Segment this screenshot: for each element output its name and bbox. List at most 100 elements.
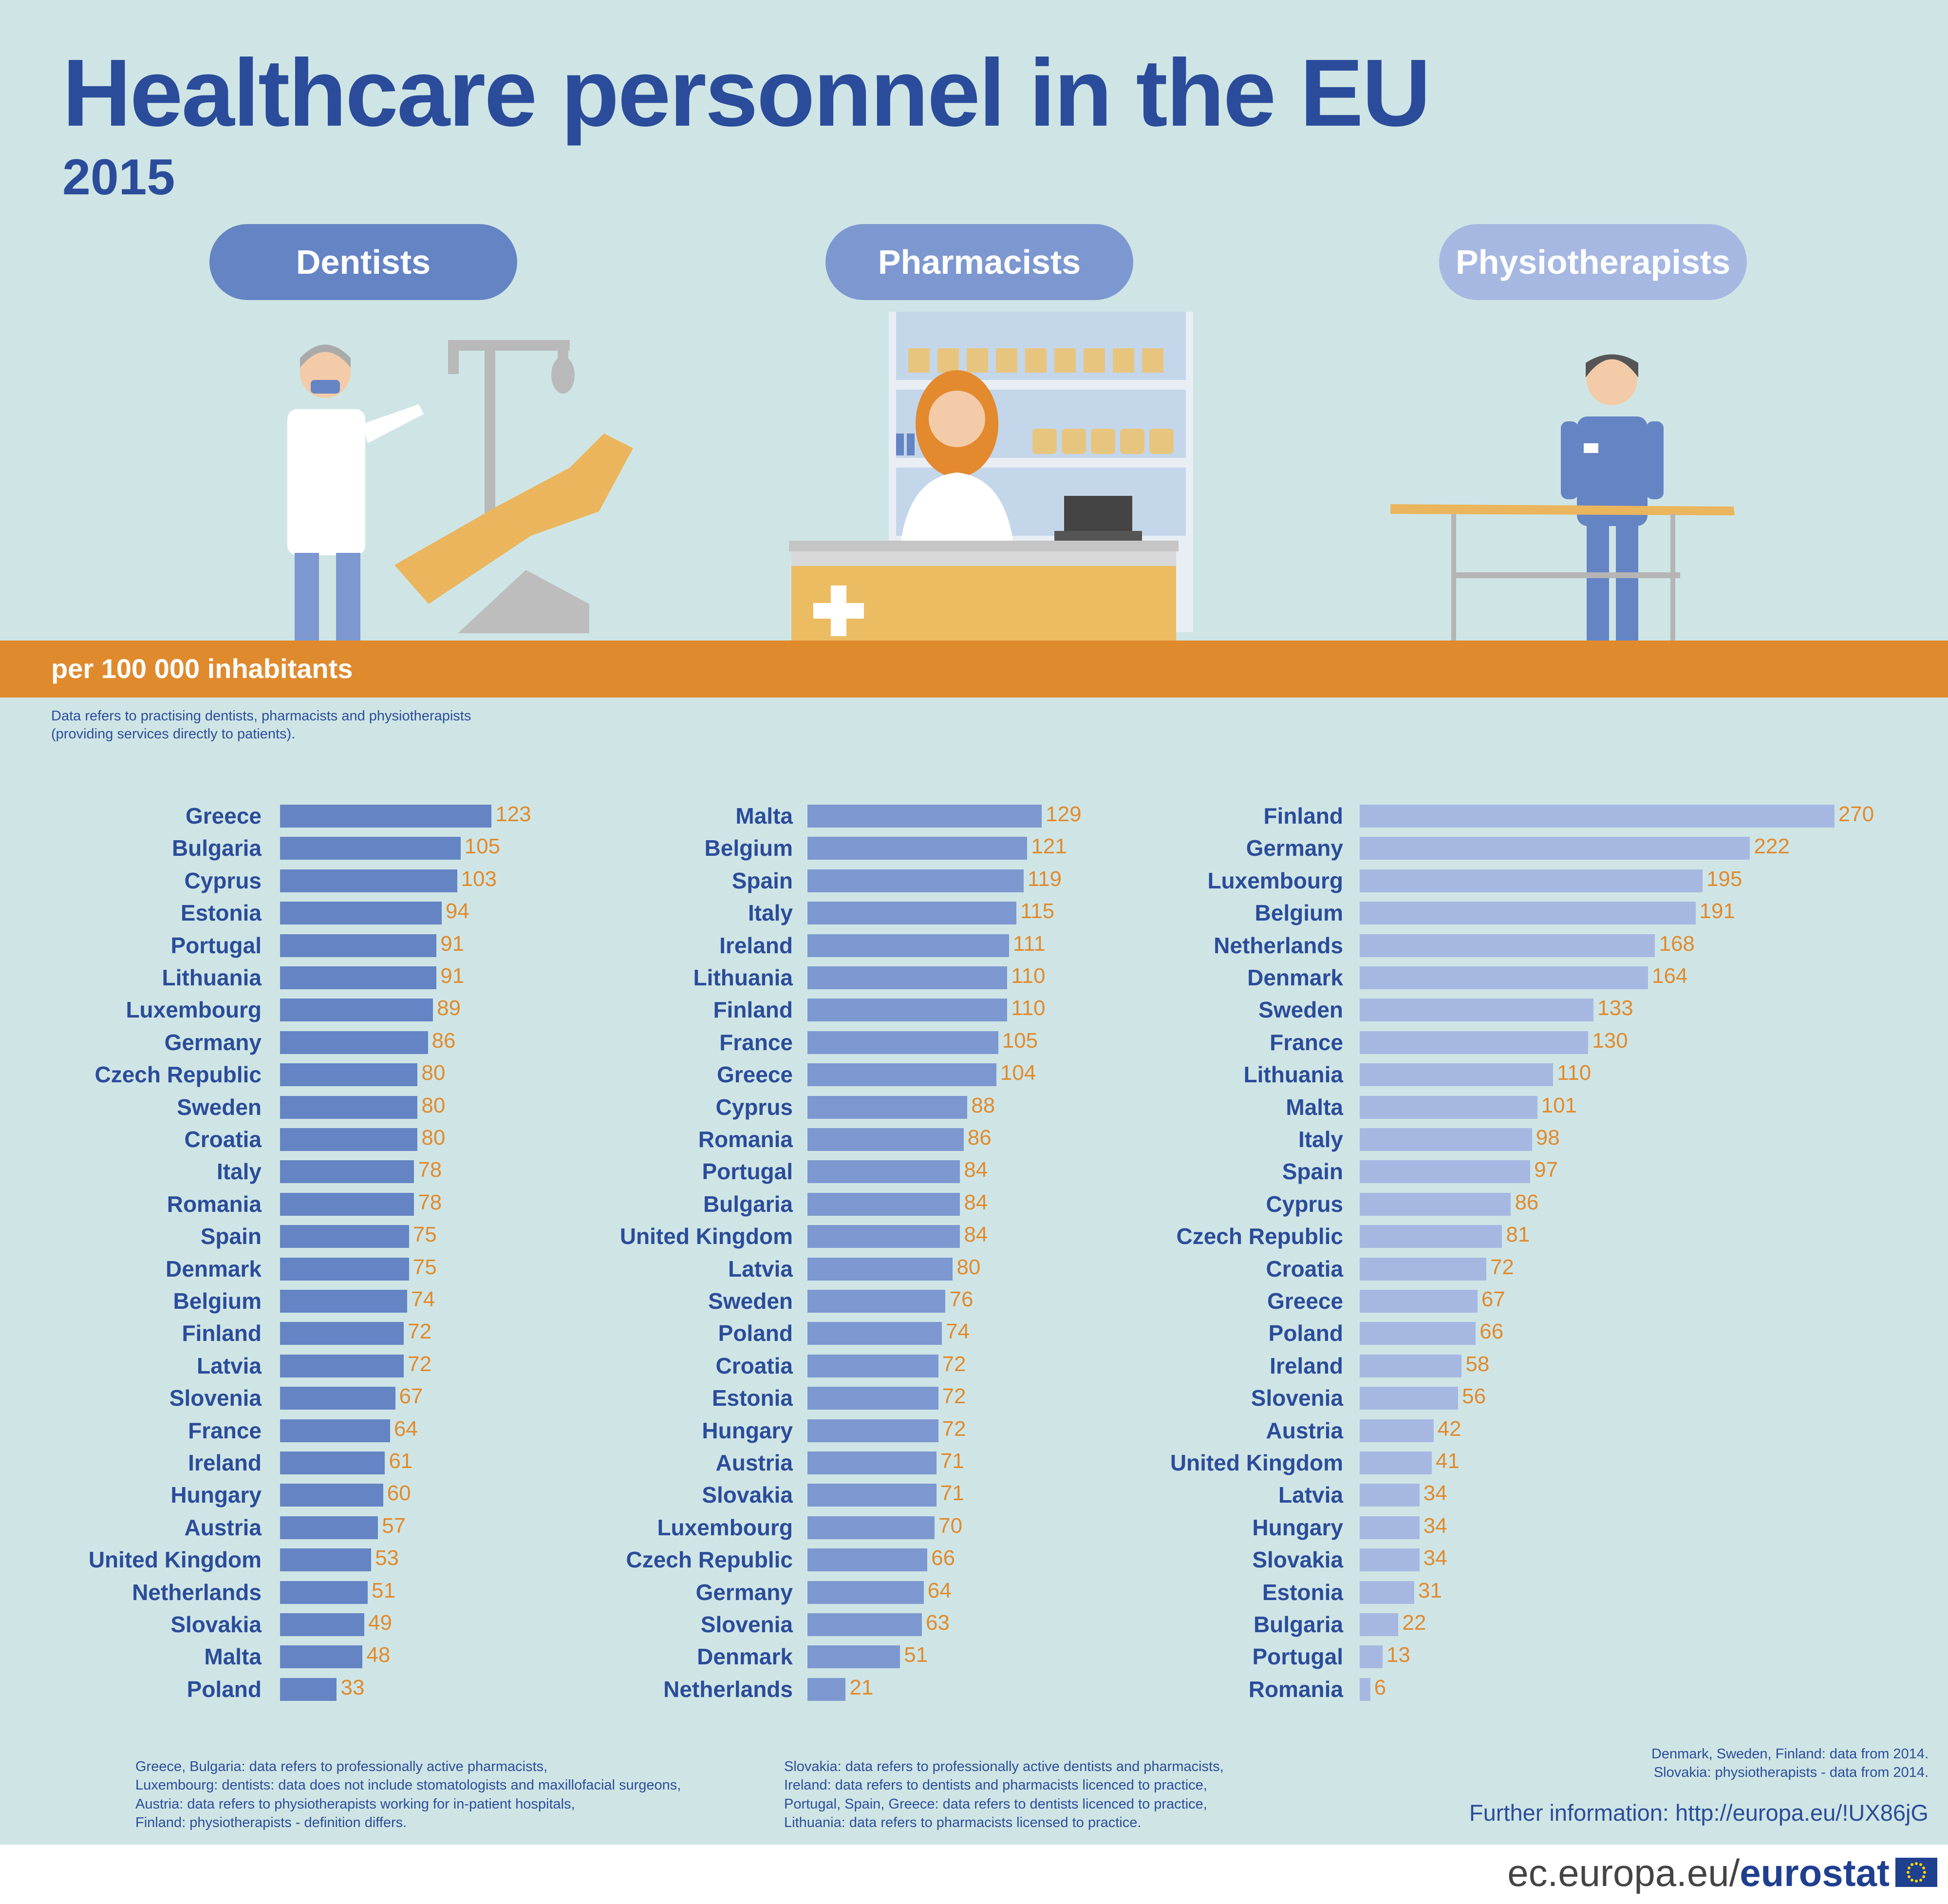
bar-label: Italy xyxy=(1298,1127,1343,1152)
bar-value: 88 xyxy=(971,1093,995,1117)
bar xyxy=(1360,966,1648,989)
bar-value: 60 xyxy=(387,1481,411,1506)
bar-label: Poland xyxy=(187,1676,262,1702)
bar-value: 71 xyxy=(940,1481,964,1506)
footnotes-col1: Greece, Bulgaria: data refers to profess… xyxy=(135,1757,681,1832)
bar-value: 130 xyxy=(1592,1028,1628,1053)
bar xyxy=(280,1160,414,1184)
bar xyxy=(280,934,437,957)
bar xyxy=(1360,1290,1478,1313)
bar-label: Latvia xyxy=(197,1353,262,1378)
bar-value: 34 xyxy=(1423,1481,1447,1506)
bar xyxy=(1360,1678,1370,1701)
bar-label: Greece xyxy=(1267,1288,1343,1314)
bar xyxy=(1360,1516,1420,1539)
bar-value: 64 xyxy=(927,1578,952,1602)
bar-value: 80 xyxy=(421,1126,446,1150)
bar xyxy=(1360,1645,1383,1669)
bar-label: Sweden xyxy=(708,1288,793,1314)
bar-value: 111 xyxy=(1013,931,1046,956)
further-info-link[interactable]: Further information: http://europa.eu/!U… xyxy=(1469,1800,1929,1826)
bar-value: 191 xyxy=(1699,899,1735,924)
bar-value: 72 xyxy=(942,1416,966,1441)
footnote: Austria: data refers to physiotherapists… xyxy=(135,1796,575,1812)
bar-label: Greece xyxy=(185,803,262,829)
bar-label: Portugal xyxy=(170,932,262,958)
bar xyxy=(807,902,1016,925)
bar-value: 57 xyxy=(382,1513,406,1538)
bar-label: Bulgaria xyxy=(703,1191,793,1217)
bar-value: 72 xyxy=(1490,1255,1514,1279)
bar-value: 123 xyxy=(495,802,531,826)
floor-band xyxy=(0,641,1948,698)
bar xyxy=(807,837,1028,860)
bar-label: Slovenia xyxy=(1251,1385,1343,1411)
bar-label: Austria xyxy=(715,1450,793,1475)
bar-label: Luxembourg xyxy=(126,997,262,1023)
bar xyxy=(280,1128,418,1151)
bar-value: 70 xyxy=(938,1513,963,1538)
bar xyxy=(280,869,457,892)
footnote: Lithuania: data refers to pharmacists li… xyxy=(784,1814,1142,1830)
bar-value: 84 xyxy=(964,1190,988,1214)
bar-label: Spain xyxy=(1282,1159,1343,1185)
bar xyxy=(1360,1581,1414,1604)
bar-value: 71 xyxy=(940,1449,964,1473)
bar xyxy=(1360,1548,1420,1572)
bar xyxy=(807,1063,996,1087)
bar xyxy=(1360,999,1594,1022)
bar xyxy=(807,1354,938,1377)
footnote: Greece, Bulgaria: data refers to profess… xyxy=(135,1759,548,1774)
bar-value: 133 xyxy=(1597,996,1633,1020)
bar-value: 129 xyxy=(1046,802,1082,826)
brand-domain: ec.europa.eu/ xyxy=(1507,1851,1740,1894)
bar xyxy=(280,805,492,828)
bar-value: 164 xyxy=(1652,964,1688,988)
bar xyxy=(280,1581,368,1604)
bar-value: 86 xyxy=(1515,1190,1539,1214)
bar xyxy=(280,1484,383,1507)
footnotes-col3: Denmark, Sweden, Finland: data from 2014… xyxy=(1651,1745,1929,1782)
bar-label: Finland xyxy=(182,1320,262,1346)
bar-label: France xyxy=(719,1029,793,1055)
bar-value: 110 xyxy=(1557,1061,1592,1085)
bar-label: Portugal xyxy=(1252,1644,1343,1670)
bar-value: 72 xyxy=(942,1384,966,1409)
bar-value: 51 xyxy=(372,1578,395,1602)
bar-label: Finland xyxy=(713,997,793,1023)
year-subtitle: 2015 xyxy=(62,149,175,206)
bar-label: Bulgaria xyxy=(171,835,262,861)
bar xyxy=(807,1452,937,1474)
bar-label: Cyprus xyxy=(1266,1191,1343,1217)
bar-value: 80 xyxy=(956,1255,981,1279)
bar-value: 97 xyxy=(1534,1158,1558,1182)
bar-value: 86 xyxy=(967,1126,992,1150)
bar-label: Slovakia xyxy=(702,1482,793,1508)
bar-value: 64 xyxy=(393,1416,418,1441)
bar xyxy=(807,1257,953,1281)
bar xyxy=(280,1452,385,1474)
bar-value: 75 xyxy=(412,1255,437,1279)
bar-value: 22 xyxy=(1402,1611,1426,1635)
eurostat-logo[interactable]: ec.europa.eu/eurostat xyxy=(1507,1851,1890,1895)
bar-value: 168 xyxy=(1659,931,1695,956)
bar-label: Sweden xyxy=(177,1094,262,1120)
bar-value: 72 xyxy=(408,1352,432,1376)
bar xyxy=(1360,805,1835,828)
bar-value: 94 xyxy=(445,899,469,924)
bar-label: Netherlands xyxy=(132,1579,262,1605)
bar-value: 42 xyxy=(1437,1416,1461,1441)
bar-value: 86 xyxy=(431,1028,456,1053)
bar xyxy=(807,1128,964,1151)
bar-label: United Kingdom xyxy=(88,1547,262,1573)
bar-value: 89 xyxy=(437,996,461,1020)
bar-label: Hungary xyxy=(702,1417,793,1443)
bar xyxy=(280,999,433,1022)
bar xyxy=(807,966,1008,989)
dental-chair-icon xyxy=(394,340,633,633)
bar-value: 6 xyxy=(1374,1675,1386,1699)
bar xyxy=(807,869,1024,892)
bar-value: 34 xyxy=(1423,1513,1447,1538)
bar-label: Belgium xyxy=(704,835,793,861)
